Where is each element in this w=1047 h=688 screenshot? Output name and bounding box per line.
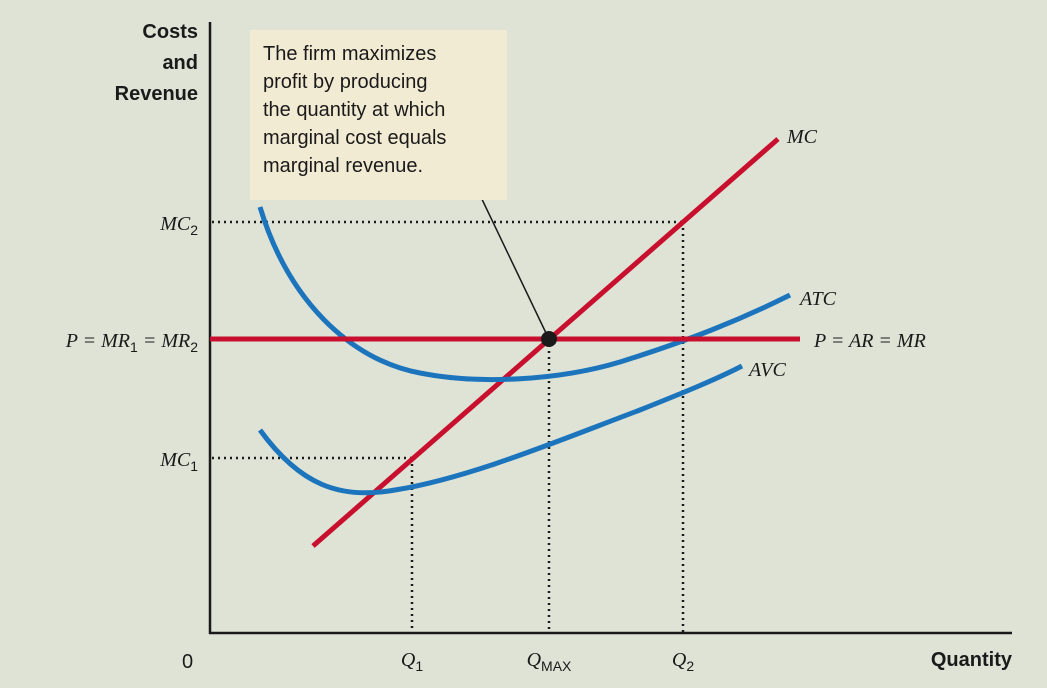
series-atc-curve [257,206,792,382]
annotation-line-4: marginal cost equals [263,127,447,149]
x-tick-qmax: QMAX [527,649,572,674]
x-tick-q1: Q1 [401,649,423,674]
y-tick-mc1: MC1 [159,449,198,474]
x-axis-title: Quantity [931,649,1013,671]
guide-lines [212,220,685,632]
profit-max-point [541,331,557,347]
series-label-atc: ATC [798,288,837,310]
series-label-avc: AVC [747,359,786,381]
axes [208,22,1012,635]
annotation-line-3: the quantity at which [263,99,446,121]
annotation-leader [478,192,547,334]
series-avc-curve [257,363,744,496]
annotation-box: The firm maximizes profit by producing t… [250,30,507,200]
annotation-line-5: marginal revenue. [263,155,424,177]
annotation-line-2: profit by producing [263,71,428,93]
series-label-mc: MC [786,126,818,148]
x-tick-q2: Q2 [672,649,694,674]
annotation-line-1: The firm maximizes [263,43,437,65]
series-label-price: P = AR = MR [813,330,926,352]
y-axis-title-line-3: Revenue [115,83,198,105]
y-axis-title-line-2: and [162,52,198,74]
origin-label: 0 [182,651,193,673]
y-tick-mc2: MC2 [159,213,198,238]
y-axis-title-line-1: Costs [142,21,198,43]
y-tick-price: P = MR1 = MR2 [65,330,198,355]
